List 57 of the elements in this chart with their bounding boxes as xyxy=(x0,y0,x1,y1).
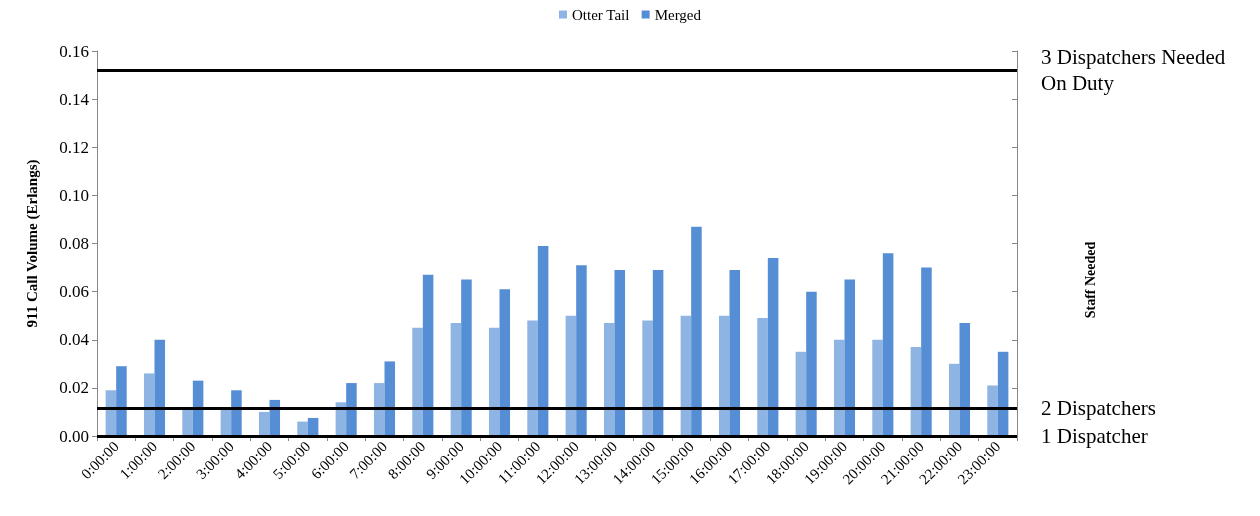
y-tick-label: 0.14 xyxy=(59,89,90,109)
ref-line-label: 1 Dispatcher xyxy=(1041,424,1148,448)
y-tick-label: 0.04 xyxy=(59,330,90,350)
bar xyxy=(450,322,462,436)
bar xyxy=(258,411,270,436)
bar xyxy=(642,320,653,436)
bar xyxy=(373,383,385,436)
y-tick-label: 0.16 xyxy=(59,41,89,61)
bar xyxy=(488,327,500,436)
bar xyxy=(231,390,242,436)
y-tick-label: 0.10 xyxy=(59,185,89,205)
bar xyxy=(795,351,807,436)
bar xyxy=(729,269,741,436)
ref-line-label: 2 Dispatchers xyxy=(1041,396,1156,421)
y-tick-label: 0.08 xyxy=(59,234,89,253)
bar xyxy=(844,279,856,436)
bar xyxy=(833,339,845,436)
bar xyxy=(921,267,932,436)
y-tick-label: 0.06 xyxy=(59,282,89,302)
bar xyxy=(718,315,730,436)
bar xyxy=(537,245,549,436)
bar xyxy=(576,265,587,436)
bar xyxy=(614,269,626,436)
bar xyxy=(806,291,817,436)
bar xyxy=(948,363,960,436)
bar xyxy=(116,366,127,436)
bar xyxy=(499,289,511,436)
bar xyxy=(680,315,692,436)
y-tick-label: 0.12 xyxy=(59,137,89,157)
bar xyxy=(997,351,1009,436)
bar xyxy=(565,315,577,436)
bar xyxy=(143,373,155,436)
bar xyxy=(959,322,971,436)
legend-label: Merged xyxy=(654,6,702,23)
ref-line-label: 3 Dispatchers Needed On Duty xyxy=(1041,45,1231,96)
bar xyxy=(461,279,472,436)
bar xyxy=(346,383,357,436)
bar xyxy=(910,346,922,436)
legend-label: Otter Tail xyxy=(571,6,630,23)
bar xyxy=(603,322,615,436)
bar xyxy=(767,257,779,436)
bar xyxy=(412,327,423,436)
bar xyxy=(987,385,998,436)
y-axis-title: 911 Call Volume (Erlangs) xyxy=(23,159,41,328)
text: Staff Needed xyxy=(1082,241,1098,319)
bar xyxy=(882,253,894,436)
bar xyxy=(757,318,768,436)
bar xyxy=(154,339,166,436)
bar xyxy=(872,339,883,436)
bar xyxy=(527,320,538,436)
y-tick-label: 0.02 xyxy=(59,378,89,398)
bar xyxy=(297,421,308,436)
bar xyxy=(652,269,664,436)
bar xyxy=(691,226,702,436)
bar xyxy=(422,274,434,436)
bar xyxy=(384,361,396,436)
y-tick-label: 0.00 xyxy=(59,426,89,446)
